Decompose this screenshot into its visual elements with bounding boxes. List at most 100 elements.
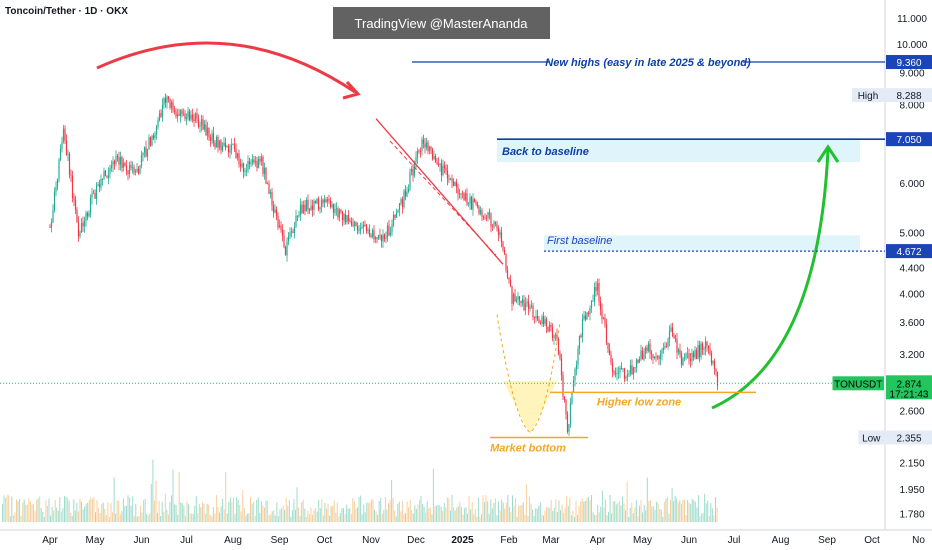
volume-bar <box>112 512 113 522</box>
y-tick-label[interactable]: 10.000 <box>897 40 928 51</box>
candle-body <box>122 163 125 169</box>
candle <box>419 147 422 158</box>
candle-body <box>524 303 527 311</box>
volume-bar <box>479 516 481 522</box>
x-tick-label[interactable]: May <box>633 535 652 546</box>
y-tick-label[interactable]: 11.000 <box>897 14 927 25</box>
volume-bar <box>82 509 84 522</box>
y-tick-label[interactable]: 1.950 <box>899 485 924 496</box>
candle <box>139 165 141 175</box>
time-axis[interactable]: Apr May Jun Jul Aug Sep Oct Nov Dec 2025 Feb Mar Apr… <box>42 535 925 546</box>
x-tick-label[interactable]: Jun <box>133 535 149 546</box>
candle-body <box>50 221 53 228</box>
x-tick-label[interactable]: Oct <box>864 535 880 546</box>
candle <box>356 222 359 235</box>
candle <box>422 134 425 149</box>
annotation-zones <box>497 140 860 435</box>
candle <box>550 322 552 332</box>
volume-bar <box>653 505 654 522</box>
y-tick-label[interactable]: 8.000 <box>899 101 924 112</box>
candle-body <box>284 246 287 256</box>
candle-body <box>400 199 402 204</box>
x-tick-label[interactable]: Jun <box>681 535 697 546</box>
candle <box>349 218 351 223</box>
candle-body <box>70 174 72 176</box>
y-tick-label[interactable]: 4.400 <box>899 263 924 274</box>
candle-body <box>307 199 309 210</box>
candle <box>242 162 245 179</box>
candle <box>92 189 95 195</box>
x-tick-label[interactable]: Sep <box>818 535 836 546</box>
candle-body <box>344 214 347 223</box>
candle <box>371 228 374 239</box>
x-tick-label[interactable]: Jul <box>728 535 741 546</box>
volume-bar <box>88 500 90 522</box>
x-tick-label[interactable]: Jul <box>180 535 193 546</box>
y-tick-label[interactable]: 1.780 <box>899 510 924 521</box>
x-tick-label[interactable]: Nov <box>362 535 380 546</box>
candle-body <box>91 193 93 198</box>
candle <box>104 170 107 177</box>
candle-body <box>170 102 173 108</box>
candle <box>493 220 495 230</box>
candle <box>338 208 341 222</box>
candle <box>650 350 653 361</box>
candle <box>622 368 624 372</box>
candle-body <box>310 205 312 211</box>
candle <box>310 199 312 212</box>
candle-body <box>478 206 480 214</box>
volume-bar <box>685 515 687 522</box>
x-tick-label[interactable]: Aug <box>224 535 242 546</box>
price-axis[interactable]: 11.000 10.000 9.000 8.000 6.000 5.000 4.400 4.0… <box>897 14 928 521</box>
candle-body <box>637 360 639 363</box>
x-tick-label[interactable]: Feb <box>500 535 518 546</box>
x-tick-label[interactable]: Sep <box>271 535 289 546</box>
x-tick-label[interactable]: Dec <box>407 535 425 546</box>
candle-body <box>362 224 365 228</box>
candle-body <box>526 301 528 304</box>
y-tick-label[interactable]: 9.000 <box>899 69 924 80</box>
candle <box>256 157 258 172</box>
x-tick-label[interactable]: Oct <box>317 535 333 546</box>
candle-body <box>614 373 617 374</box>
y-tick-label[interactable]: 3.600 <box>899 318 924 329</box>
x-tick-label[interactable]: Aug <box>772 535 790 546</box>
y-tick-label[interactable]: 6.000 <box>899 179 924 190</box>
candle <box>604 313 606 328</box>
bottom-triangle <box>503 380 557 435</box>
y-tick-label[interactable]: 2.600 <box>899 407 924 418</box>
x-tick-label[interactable]: Apr <box>42 535 58 546</box>
volume-bar <box>189 513 191 522</box>
volume-bar <box>634 507 636 522</box>
candle-body <box>473 199 476 202</box>
candle-body <box>541 316 543 324</box>
volume-bar <box>335 512 337 522</box>
candle-body <box>584 315 587 320</box>
candle-body <box>538 319 540 323</box>
volume-bar <box>471 501 473 522</box>
volume-bar <box>60 511 62 522</box>
y-tick-label[interactable]: 4.000 <box>899 289 924 300</box>
y-tick-label[interactable]: 2.150 <box>899 458 924 469</box>
volume-bar <box>237 499 239 522</box>
volume-bar <box>329 515 331 522</box>
candle-body <box>299 204 302 215</box>
x-tick-label[interactable]: May <box>86 535 105 546</box>
volume-bar <box>448 498 450 522</box>
volume-bar <box>578 506 580 522</box>
candle-body <box>326 199 329 202</box>
candle <box>488 208 491 220</box>
candle-body <box>340 209 342 212</box>
x-tick-label[interactable]: Mar <box>542 535 560 546</box>
y-tick-label[interactable]: 5.000 <box>899 229 924 240</box>
candle-body <box>338 209 341 218</box>
volume-bar <box>541 514 543 522</box>
candle <box>445 164 447 175</box>
candle <box>94 189 96 199</box>
x-tick-label[interactable]: Apr <box>590 535 606 546</box>
candle-body <box>80 222 83 232</box>
x-tick-label[interactable]: 2025 <box>451 535 474 546</box>
y-tick-label[interactable]: 3.200 <box>899 350 924 361</box>
x-tick-label[interactable]: No <box>912 535 925 546</box>
